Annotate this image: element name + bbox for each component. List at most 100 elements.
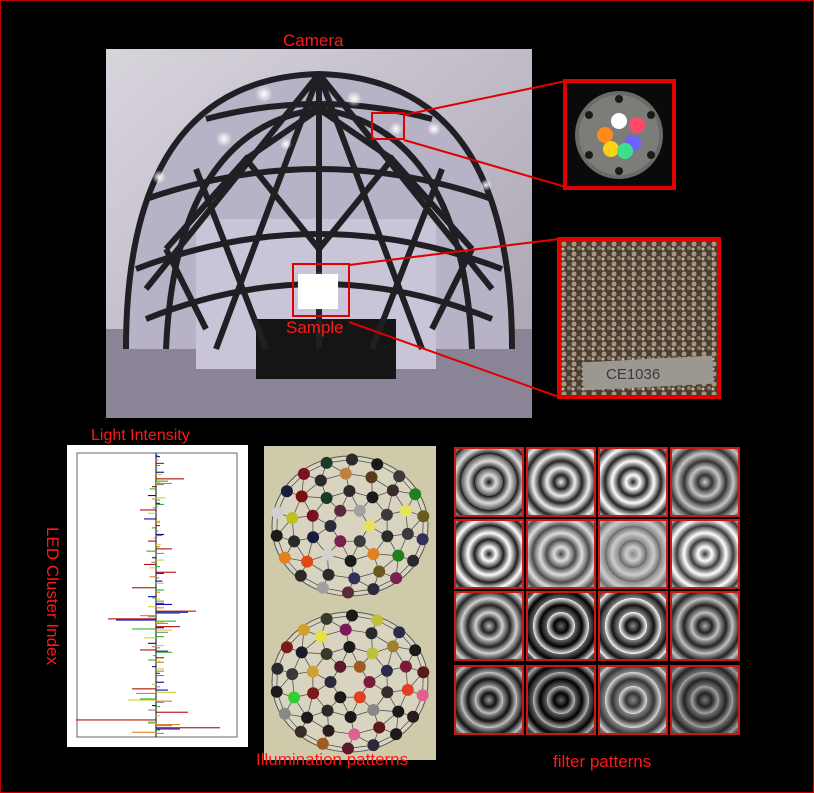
bar-22-0 (156, 626, 180, 628)
sphere-dot-47 (407, 710, 420, 723)
sphere-dot-45 (417, 510, 430, 523)
bar-2-3 (156, 473, 163, 475)
bar-27-3 (156, 668, 164, 670)
sphere-dot-24 (314, 474, 327, 487)
bar-20-1 (156, 611, 188, 613)
sphere-dot-17 (373, 565, 386, 578)
illumination-patterns-label: Illumination patterns (256, 750, 409, 769)
bar-22-2 (132, 628, 156, 630)
bar-31-2 (140, 698, 156, 700)
sphere-dot-16 (392, 705, 405, 718)
sphere-dot-41 (346, 609, 358, 622)
sphere-dot-12 (320, 648, 333, 660)
bar-33-3 (156, 715, 160, 717)
sphere-dot-9 (321, 548, 334, 561)
bar-16-3 (156, 582, 164, 584)
bar-3-2 (156, 480, 168, 482)
sphere-dot-40 (320, 612, 333, 625)
filter-pattern-12 (670, 591, 740, 661)
filter-pattern-5 (454, 519, 524, 589)
bar-24-5 (156, 647, 160, 649)
filter-pattern-2 (526, 447, 596, 517)
bar-18-2 (152, 597, 156, 599)
bar-29-3 (152, 683, 156, 685)
sphere-dot-29 (401, 683, 414, 696)
bar-22-5 (156, 631, 168, 633)
sphere-dot-9 (321, 704, 334, 717)
sphere-dot-7 (367, 548, 380, 560)
sphere-dot-40 (320, 456, 333, 469)
bar-8-4 (156, 521, 160, 523)
led-cluster-index-label: LED Cluster Index (42, 527, 62, 665)
bar-20-0 (156, 610, 196, 612)
dome-photo (106, 49, 532, 418)
sphere-dot-31 (367, 583, 380, 596)
sphere-dot-30 (390, 728, 403, 741)
sphere-dot-21 (288, 691, 301, 704)
illumination-pattern-1 (264, 446, 436, 604)
bar-34-4 (156, 724, 180, 726)
filter-pattern-14 (526, 665, 596, 735)
bar-24-4 (152, 646, 156, 648)
sample-texture-inset: CE1036 (557, 237, 721, 399)
sphere-dot-19 (322, 724, 335, 737)
bar-25-2 (156, 651, 172, 653)
bar-30-4 (136, 692, 156, 694)
bar-16-1 (156, 580, 163, 582)
bar-11-3 (156, 543, 161, 545)
filter-pattern-16 (670, 665, 740, 735)
bar-35-2 (156, 729, 160, 731)
filter-pattern-10 (526, 591, 596, 661)
sphere-dot-28 (399, 504, 412, 517)
bar-20-4 (140, 615, 156, 617)
filter-pattern-8 (670, 519, 740, 589)
filter-pattern-4 (670, 447, 740, 517)
bar-21-1 (116, 619, 156, 621)
sphere-dot-38 (280, 485, 293, 498)
bar-13-3 (156, 559, 164, 561)
sphere-dot-38 (280, 641, 293, 654)
bar-25-1 (156, 650, 168, 652)
sphere-dot-30 (390, 572, 403, 585)
bar-33-0 (156, 711, 188, 713)
bar-25-5 (152, 655, 156, 657)
sphere-dot-22 (286, 668, 299, 681)
bar-4-2 (149, 488, 156, 490)
sphere-dot-44 (409, 644, 422, 657)
sphere-dot-33 (316, 737, 329, 750)
sphere-dot-29 (401, 527, 414, 540)
filter-patterns-label: filter patterns (553, 752, 652, 771)
sphere-dot-37 (271, 662, 284, 675)
sphere-dot-35 (278, 707, 291, 720)
bar-3-3 (156, 481, 160, 483)
filter-pattern-7 (598, 519, 668, 589)
bar-20-2 (156, 612, 180, 614)
illumination-pattern-2 (264, 602, 436, 760)
bar-19-4 (156, 607, 164, 609)
light-intensity-label: Light Intensity (91, 427, 190, 444)
sphere-dots (270, 453, 430, 599)
bar-22-3 (156, 629, 172, 631)
bar-4-0 (152, 486, 156, 488)
sphere-dot-20 (301, 711, 314, 724)
sphere-dot-44 (409, 488, 422, 501)
led-1 (611, 113, 627, 129)
bar-9-0 (156, 525, 160, 527)
bar-2-1 (156, 471, 164, 473)
sphere-dot-37 (271, 506, 284, 519)
sphere-dot-32 (342, 742, 354, 755)
bar-5-5 (156, 499, 160, 501)
sphere-dot-8 (344, 711, 357, 723)
sphere-dot-6 (381, 530, 394, 543)
bar-1-5 (156, 468, 158, 470)
bar-15-5 (156, 577, 160, 579)
sphere-dot-32 (342, 586, 354, 599)
bar-26-2 (148, 659, 156, 661)
sphere-dot-26 (365, 627, 378, 640)
filter-pattern-15 (598, 665, 668, 735)
sphere-dot-46 (416, 689, 429, 702)
bar-34-2 (148, 721, 156, 723)
bar-27-1 (152, 666, 156, 668)
sphere-dot-2 (334, 691, 347, 704)
bar-9-2 (152, 527, 156, 529)
